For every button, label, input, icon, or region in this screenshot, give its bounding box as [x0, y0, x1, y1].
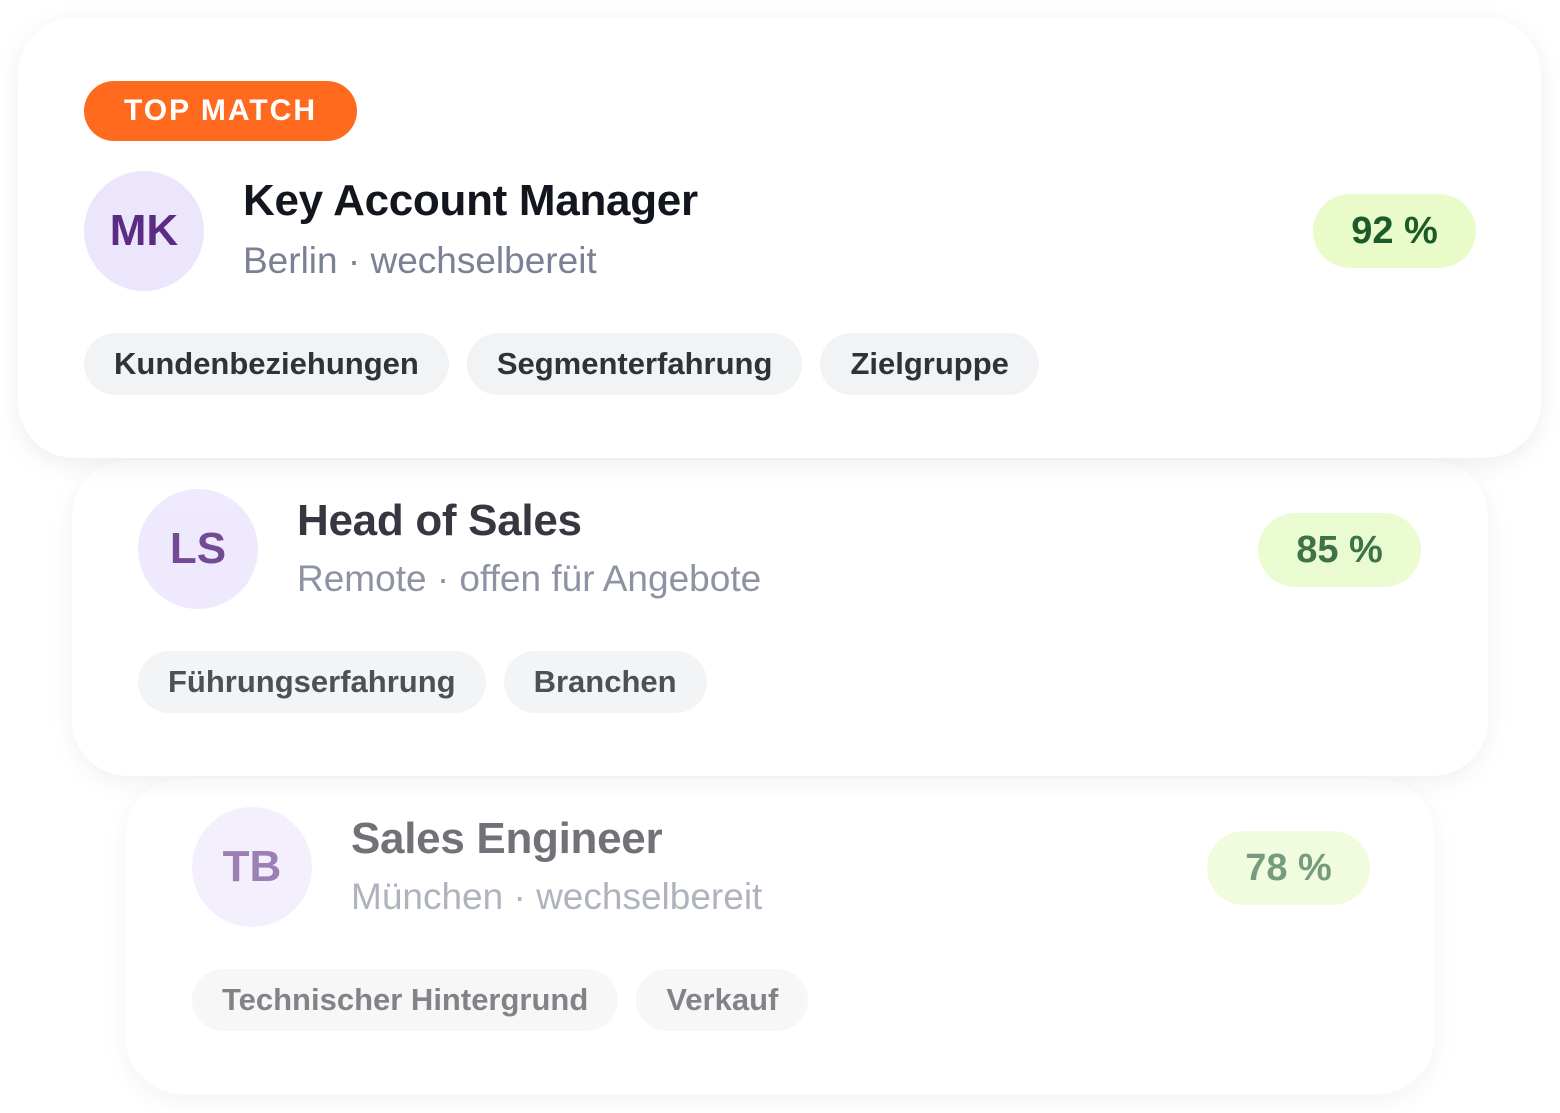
skill-tag: Zielgruppe — [820, 333, 1039, 395]
candidate-card[interactable]: TOP MATCH MK Key Account Manager Berlin … — [18, 18, 1541, 458]
match-score-badge: 78 % — [1207, 831, 1370, 905]
candidate-card[interactable]: TB Sales Engineer München · wechselberei… — [126, 778, 1434, 1094]
skill-tag: Kundenbeziehungen — [84, 333, 449, 395]
candidate-subtitle: Remote · offen für Angebote — [297, 558, 762, 599]
tag-list: Technischer Hintergrund Verkauf — [192, 969, 809, 1031]
match-score-badge: 92 % — [1313, 194, 1476, 268]
skill-tag: Verkauf — [636, 969, 809, 1031]
candidate-subtitle: München · wechselbereit — [351, 876, 763, 917]
skill-tag: Führungserfahrung — [138, 651, 486, 713]
skill-tag: Branchen — [503, 651, 707, 713]
avatar: MK — [84, 171, 204, 291]
candidate-subtitle: Berlin · wechselbereit — [243, 240, 597, 281]
candidate-title: Sales Engineer — [351, 814, 663, 863]
avatar: LS — [138, 489, 258, 609]
avatar: TB — [192, 807, 312, 927]
tag-list: Führungserfahrung Branchen — [138, 651, 707, 713]
match-score-badge: 85 % — [1258, 513, 1421, 587]
candidate-title: Key Account Manager — [243, 176, 698, 225]
candidate-title: Head of Sales — [297, 496, 582, 545]
skill-tag: Segmenterfahrung — [466, 333, 803, 395]
top-match-badge: TOP MATCH — [84, 81, 357, 141]
candidate-card[interactable]: LS Head of Sales Remote · offen für Ange… — [72, 460, 1488, 776]
skill-tag: Technischer Hintergrund — [192, 969, 619, 1031]
tag-list: Kundenbeziehungen Segmenterfahrung Zielg… — [84, 333, 1039, 395]
